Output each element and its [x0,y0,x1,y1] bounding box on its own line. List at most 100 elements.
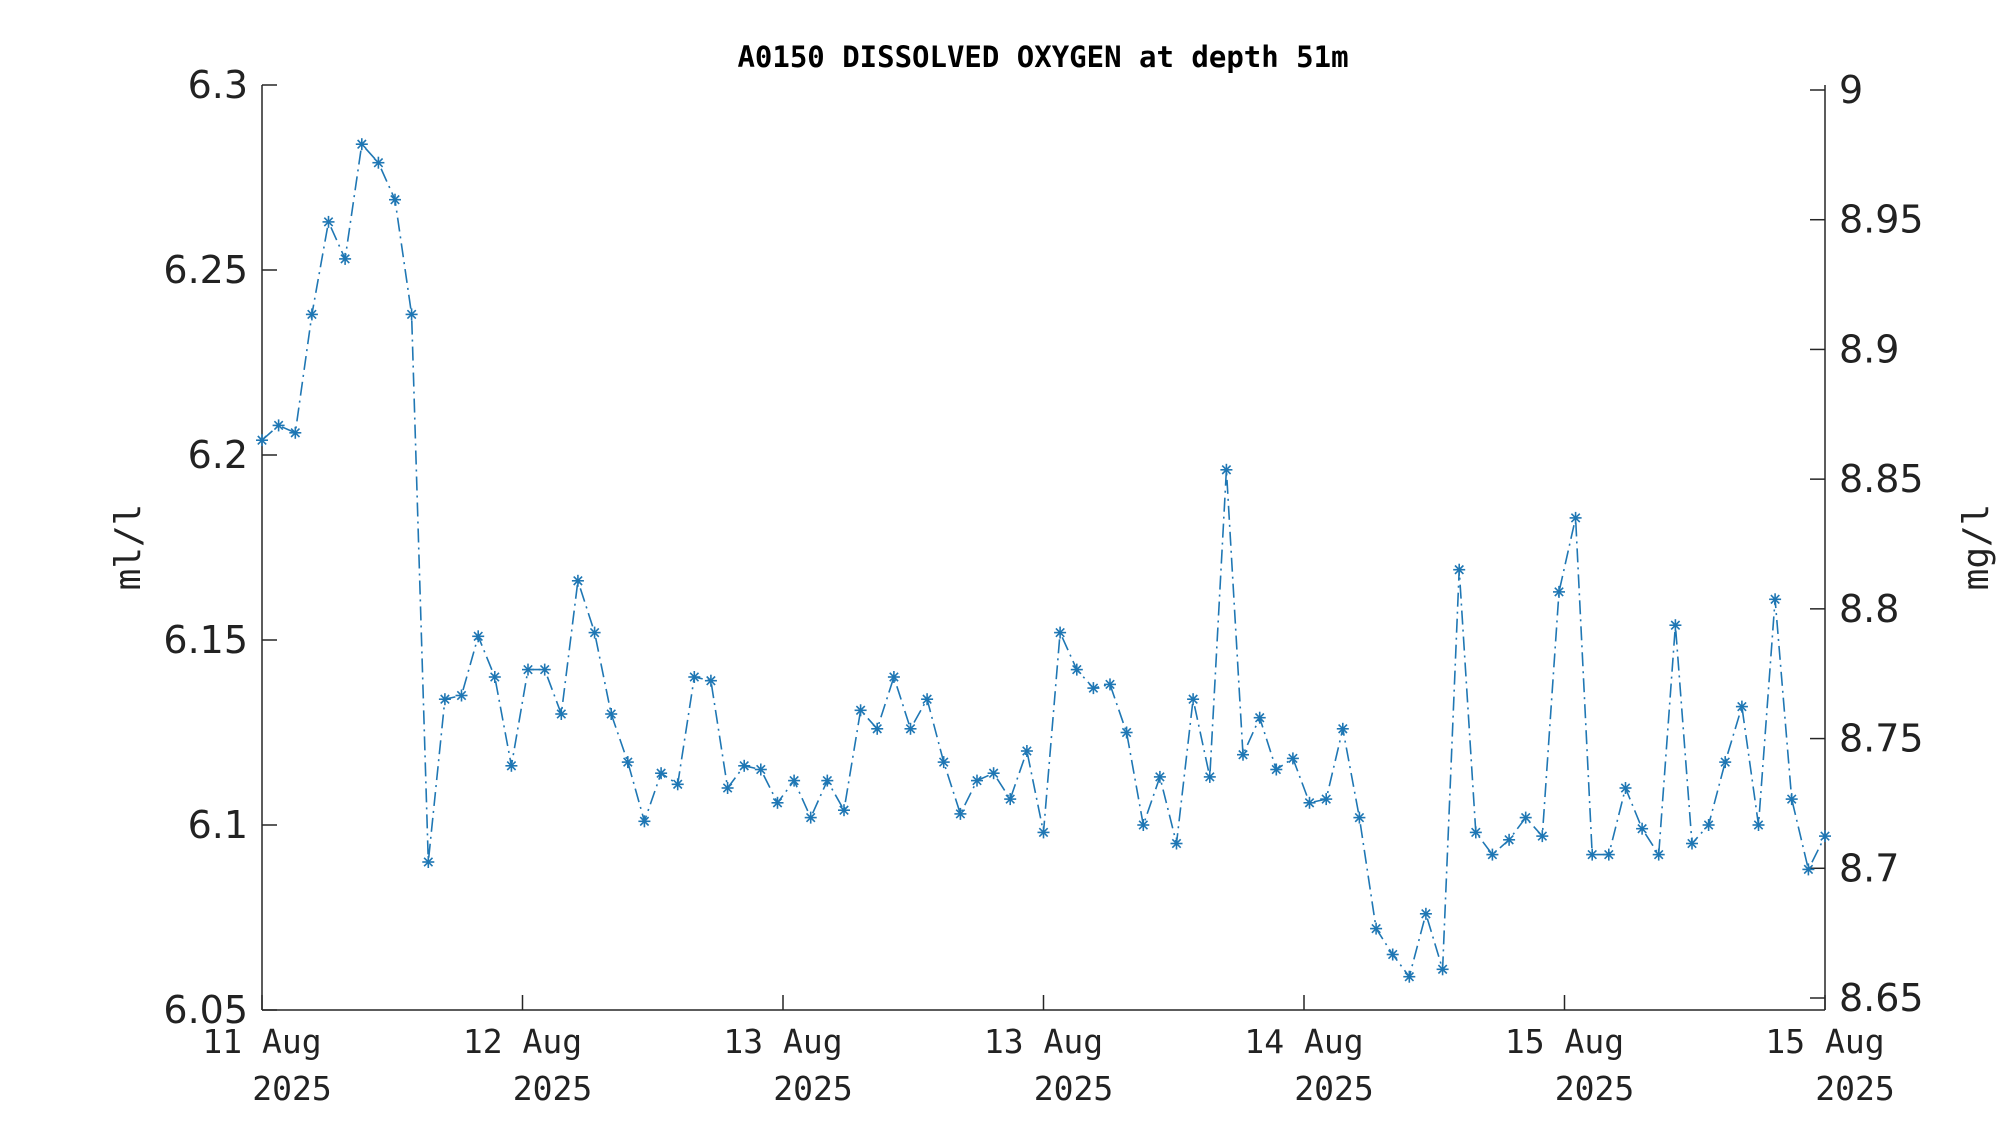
x-tick-label-date: 11 Aug [202,1022,321,1061]
x-tick-label-date: 12 Aug [463,1022,582,1061]
data-point-marker [372,156,385,169]
y-tick-label-right: 8.65 [1839,976,1924,1020]
data-point-marker [538,663,551,676]
x-tick-label-date: 15 Aug [1505,1022,1624,1061]
data-point-marker [971,774,983,787]
data-point-marker [1286,752,1299,765]
plot-area [262,85,1825,1010]
data-point-marker [838,804,850,817]
data-point-marker [1070,663,1083,676]
data-point-marker [1237,748,1249,761]
data-point-marker [1203,770,1216,783]
data-point-marker [472,630,485,643]
data-point-marker [754,763,767,776]
x-tick-label-year: 2025 [773,1069,852,1108]
x-tick-label-year: 2025 [1815,1069,1894,1108]
data-point-marker [954,807,967,820]
y-axis-label-right: mg/l [1956,504,1997,591]
data-point-marker [621,756,634,769]
y-tick-label-right: 8.8 [1839,587,1899,631]
data-point-marker [555,708,568,720]
y-tick-label-left: 6.15 [163,618,248,662]
data-point-marker [1785,793,1798,806]
data-point-marker [1702,819,1715,831]
y-tick-label-left: 6.2 [188,433,248,477]
data-point-marker [1669,619,1682,632]
data-point-marker [1153,770,1166,783]
x-tick-label-date: 13 Aug [723,1022,842,1061]
data-point-marker [289,426,302,439]
data-point-marker [355,138,368,151]
data-series [256,138,1831,983]
data-point-marker [1486,848,1499,861]
data-point-marker [1652,848,1665,861]
data-point-marker [588,626,601,639]
data-point-marker [1020,745,1033,757]
y-tick-label-right: 9 [1839,68,1863,112]
y-tick-label-left: 6.05 [163,988,248,1032]
data-point-marker [1436,963,1449,976]
data-point-marker [256,434,268,447]
data-point-marker [438,693,451,706]
x-tick-label-year: 2025 [1034,1069,1113,1108]
data-point-marker [339,252,352,265]
data-point-marker [1619,782,1632,794]
x-tick-label-date: 13 Aug [984,1022,1103,1061]
data-point-marker [1719,756,1732,769]
y-tick-label-right: 8.95 [1839,198,1924,242]
data-point-marker [1636,822,1649,835]
chart-title: A0150 DISSOLVED OXYGEN at depth 51m [737,40,1348,74]
data-point-marker [871,722,884,735]
data-point-marker [1253,711,1266,724]
data-point-marker [1303,796,1316,809]
data-point-marker [887,671,900,683]
data-point-marker [738,759,751,772]
y-tick-label-left: 6.1 [188,803,248,847]
x-tick-label-date: 15 Aug [1765,1022,1884,1061]
data-point-marker [1403,970,1416,983]
y-tick-label-right: 8.85 [1839,457,1924,501]
data-point-marker [904,722,917,735]
data-point-marker [804,811,817,824]
data-point-marker [405,308,418,321]
data-point-marker [1037,826,1050,839]
data-point-marker [1569,511,1582,524]
x-tick-label-year: 2025 [252,1069,331,1108]
data-point-marker [1503,833,1516,846]
data-point-marker [671,778,684,791]
y-axis-label-left: ml/l [108,504,149,591]
data-point-marker [1353,811,1366,824]
data-point-marker [1453,563,1466,576]
data-point-marker [1270,763,1283,776]
data-point-marker [1519,811,1532,824]
data-point-marker [1419,907,1432,920]
data-point-marker [788,774,801,787]
data-point-marker [1752,819,1765,831]
data-point-marker [1602,848,1615,861]
data-point-marker [1170,837,1183,850]
data-point-marker [937,756,950,769]
y-tick-label-right: 8.75 [1839,717,1924,761]
data-point-marker [704,674,717,687]
y-tick-label-right: 8.7 [1839,846,1899,890]
data-point-marker [1320,793,1333,806]
data-point-marker [488,671,501,683]
axes: 6.05 6.1 6.15 6.2 6.25 6.3 8.65 8.7 8.75 8.8 8.85 8… [163,63,1923,1108]
data-point-marker [1819,830,1831,843]
data-point-marker [1137,819,1150,831]
data-point-marker [1802,863,1815,876]
y-tick-label-right: 8.9 [1839,327,1899,371]
data-point-marker [605,708,618,720]
data-point-marker [1735,700,1748,713]
data-point-marker [305,308,318,321]
data-point-marker [322,215,335,228]
data-point-marker [389,193,401,206]
data-point-marker [1187,693,1200,706]
data-point-marker [1536,830,1549,843]
y-tick-label-left: 6.3 [188,63,248,107]
data-point-marker [1004,793,1017,806]
data-point-marker [1087,682,1100,695]
data-point-marker [987,767,1000,780]
data-point-marker [1336,722,1349,735]
